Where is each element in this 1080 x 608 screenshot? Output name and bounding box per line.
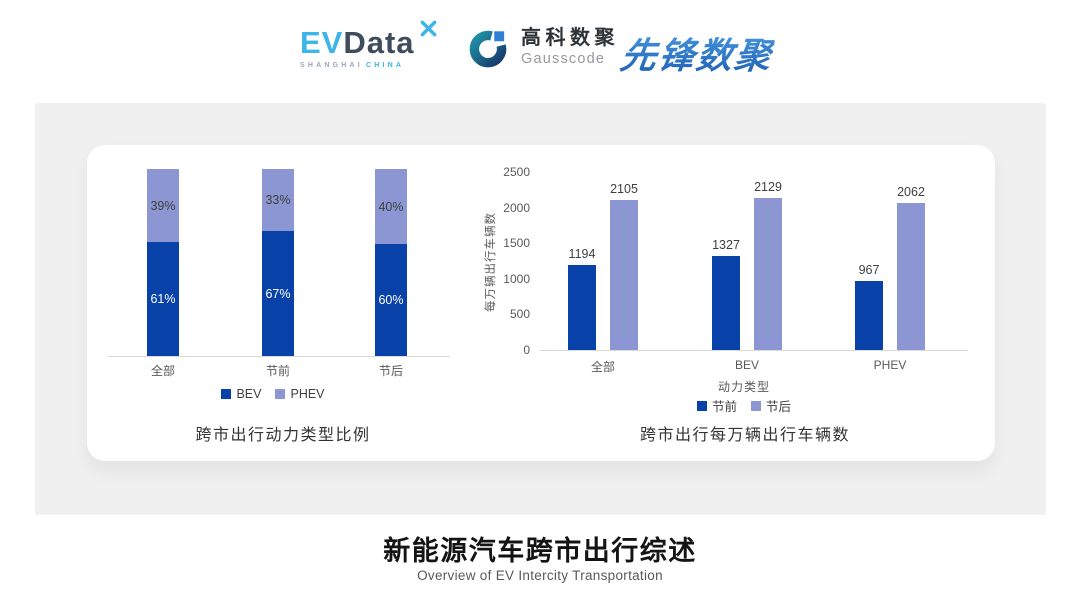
evdata-x-icon (420, 20, 436, 37)
grouped-bar-pre (855, 281, 883, 350)
legend-swatch-icon (221, 389, 232, 399)
legend-swatch-icon (275, 389, 286, 399)
bar-value-label: 2105 (610, 182, 638, 196)
x-tick-label: 节后 (378, 364, 403, 378)
legend-swatch-icon (696, 400, 707, 411)
left-chart-axis-line (108, 356, 450, 357)
stacked-bar: 39% 61% (147, 169, 179, 356)
legend-swatch-icon (751, 400, 761, 411)
x-tick-label: 全部 (150, 364, 175, 378)
grouped-bar-post (754, 198, 782, 350)
left-chart-legend-item: BEV (221, 387, 261, 401)
bar-segment-bev: 61% (147, 242, 179, 356)
bar-value-label: 2062 (897, 185, 925, 199)
evdata-logo: EVData SHANGHAI CHINA (300, 20, 436, 69)
bar-value-label: 1327 (712, 238, 740, 252)
stacked-bar: 33% 67% (262, 169, 294, 356)
evdata-shanghai-text: SHANGHAI (300, 62, 363, 69)
right-chart-axis-line (540, 350, 968, 351)
evdata-data-text: Data (343, 25, 415, 60)
left-chart-legend: BEV PHEV (102, 387, 444, 401)
gausscode-cn-text: 高科数聚 (521, 27, 619, 49)
evdata-wordmark: EVData (300, 20, 436, 60)
charts-card (87, 145, 995, 461)
stacked-bar: 40% 60% (375, 169, 407, 356)
gausscode-icon (469, 30, 507, 68)
x-tick-label: 全部 (590, 360, 615, 374)
bar-segment-phev: 33% (262, 169, 294, 231)
bar-value-label: 1194 (568, 247, 596, 261)
y-tick-label: 2500 (503, 165, 530, 179)
y-axis-title: 每万辆出行车辆数 (485, 212, 497, 312)
bar-segment-bev: 67% (262, 231, 294, 356)
grouped-bar-post (897, 203, 925, 350)
bar-value-label: 967 (858, 263, 880, 277)
legend-label: PHEV (290, 387, 325, 401)
evdata-china-text: CHINA (365, 62, 405, 69)
bar-segment-bev: 60% (375, 244, 407, 356)
y-tick-label: 1500 (503, 236, 530, 251)
gausscode-en-text: Gausscode (521, 51, 606, 67)
right-chart-legend-item: 节前 (696, 396, 737, 415)
left-chart-legend-item: PHEV (275, 387, 325, 401)
bar-segment-phev: 39% (147, 169, 179, 242)
y-tick-label: 500 (509, 307, 530, 322)
page-title: 新能源汽车跨市出行综述 (383, 536, 697, 566)
bar-value-label: 2129 (754, 180, 782, 194)
gausscode-wordmark: 高科数聚 Gausscode (521, 26, 619, 68)
gausscode-logo: 高科数聚 Gausscode (466, 24, 619, 70)
x-tick-label: 节前 (265, 364, 290, 378)
x-tick-label: PHEV (873, 358, 907, 372)
right-chart-legend-item: 节后 (751, 396, 791, 415)
page-subtitle: Overview of EV Intercity Transportation (417, 568, 663, 583)
evdata-ev-text: EV (300, 25, 344, 60)
y-tick-label: 1000 (503, 271, 530, 286)
left-chart-title: 跨市出行动力类型比例 (195, 427, 371, 444)
grouped-bar-pre (712, 256, 740, 350)
header-logos: EVData SHANGHAI CHINA (0, 0, 1080, 100)
x-axis-title: 动力类型 (717, 380, 770, 394)
y-tick-label: 2000 (503, 200, 530, 215)
y-tick-label: 0 (523, 343, 530, 357)
bar-segment-phev: 40% (375, 169, 407, 244)
evdata-subtitle: SHANGHAI CHINA (300, 62, 415, 69)
grouped-bar-pre (568, 265, 596, 350)
x-tick-label: BEV (734, 358, 759, 372)
grouped-bar-post (610, 200, 638, 350)
legend-label: BEV (236, 387, 262, 401)
right-chart-title: 跨市出行每万辆出行车辆数 (639, 427, 850, 444)
legend-label: 节前 (711, 400, 737, 414)
legend-label: 节后 (766, 400, 792, 414)
right-chart-legend: 节前 节后 (528, 396, 960, 415)
